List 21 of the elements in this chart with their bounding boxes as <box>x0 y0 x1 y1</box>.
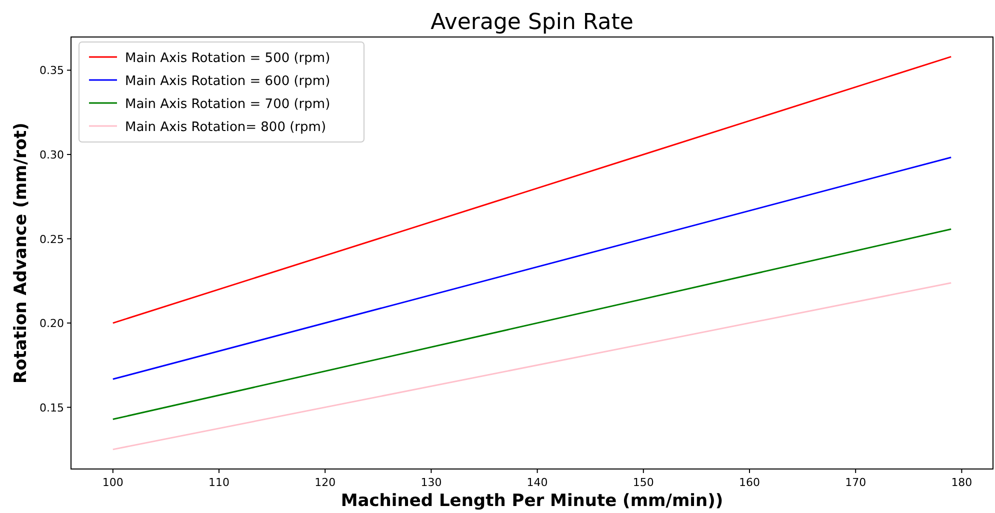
x-tick-label: 180 <box>951 476 972 489</box>
legend-label: Main Axis Rotation = 500 (rpm) <box>125 51 330 66</box>
y-tick-label: 0.30 <box>40 148 64 162</box>
legend-label: Main Axis Rotation= 800 (rpm) <box>125 120 326 135</box>
x-tick-label: 120 <box>314 476 336 489</box>
x-tick-label: 100 <box>102 476 124 489</box>
legend-label: Main Axis Rotation = 600 (rpm) <box>125 74 330 89</box>
y-tick-label: 0.15 <box>40 401 64 414</box>
x-tick-label: 160 <box>739 476 760 489</box>
y-tick-label: 0.20 <box>40 317 64 330</box>
x-tick-label: 140 <box>526 476 548 489</box>
chart-title: Average Spin Rate <box>430 10 634 35</box>
y-tick-label: 0.25 <box>40 232 64 246</box>
x-tick-label: 150 <box>632 476 654 489</box>
x-axis-title: Machined Length Per Minute (mm/min)) <box>340 491 724 511</box>
y-axis-title: Rotation Advance (mm/rot) <box>11 122 31 384</box>
x-tick-label: 170 <box>845 476 866 489</box>
x-tick-label: 130 <box>420 476 442 489</box>
x-tick-label: 110 <box>208 476 230 489</box>
legend-label: Main Axis Rotation = 700 (rpm) <box>125 97 330 112</box>
y-tick-label: 0.35 <box>40 64 64 78</box>
